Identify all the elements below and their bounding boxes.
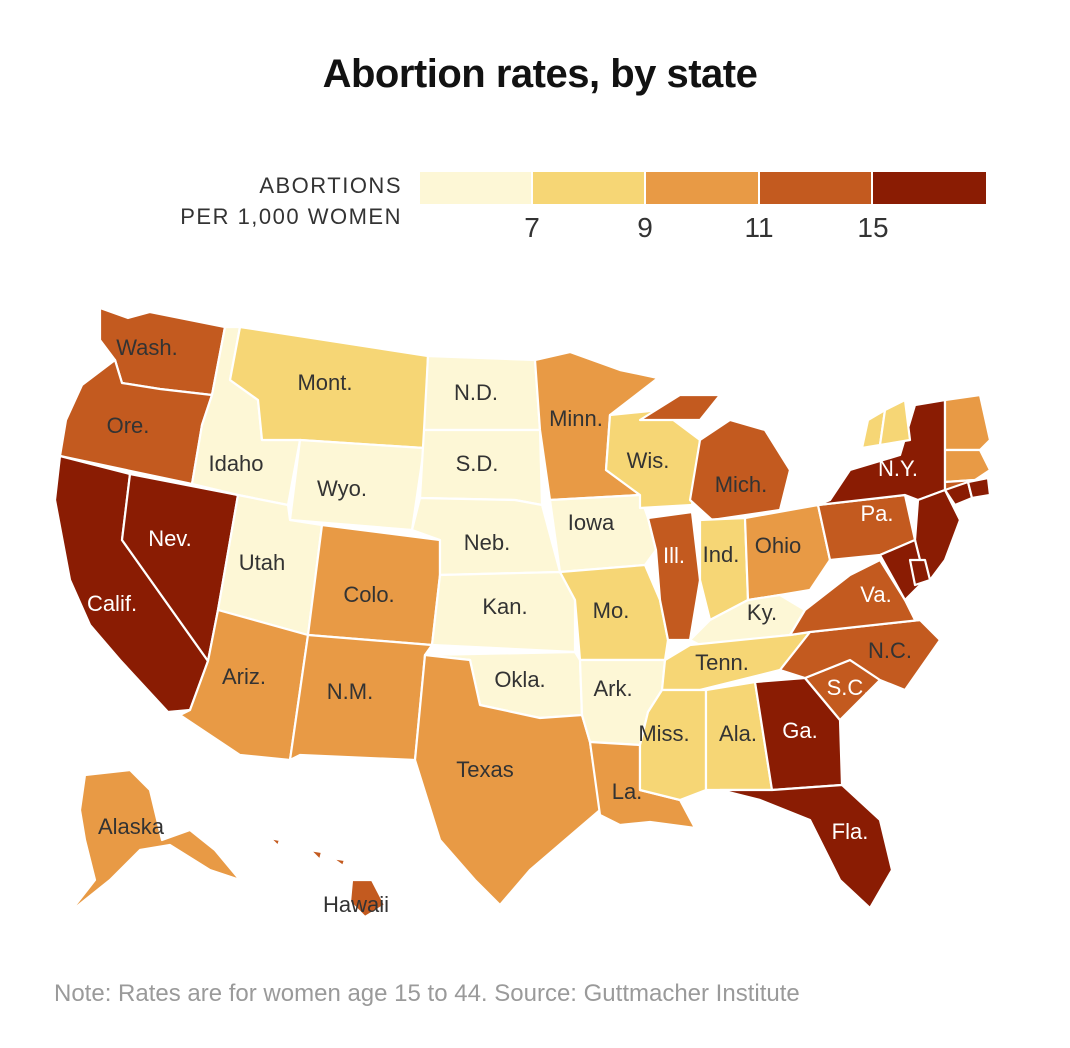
state-label-wis: Wis. bbox=[627, 448, 670, 473]
state-label-nev: Nev. bbox=[148, 526, 192, 551]
state-label-n-d: N.D. bbox=[454, 380, 498, 405]
state-label-utah: Utah bbox=[239, 550, 285, 575]
state-va bbox=[788, 558, 922, 637]
state-label-pa: Pa. bbox=[860, 501, 893, 526]
state-label-va: Va. bbox=[860, 582, 891, 607]
state-label-tenn: Tenn. bbox=[695, 650, 749, 675]
state-label-n-y: N.Y. bbox=[878, 456, 918, 481]
us-choropleth-map: Wash. Ore. Calif. Nev. Idaho Mont. Wyo. Utah Col… bbox=[53, 306, 992, 919]
state-label-neb: Neb. bbox=[464, 530, 510, 555]
state-small-state-42 bbox=[943, 393, 992, 452]
state-alaska bbox=[68, 768, 242, 914]
state-label-ore: Ore. bbox=[107, 413, 150, 438]
source-note: Note: Rates are for women age 15 to 44. … bbox=[54, 980, 800, 1007]
state-label-kan: Kan. bbox=[482, 594, 527, 619]
state-label-n-m: N.M. bbox=[327, 679, 373, 704]
state-small-state-47 bbox=[908, 558, 932, 587]
map-title: Abortion rates, by state bbox=[322, 52, 758, 96]
state-label-mo: Mo. bbox=[593, 598, 630, 623]
legend-tick-15: 15 bbox=[857, 212, 889, 243]
legend-swatch-4 bbox=[873, 172, 986, 204]
state-label-miss: Miss. bbox=[638, 721, 689, 746]
legend-tick-11: 11 bbox=[744, 212, 774, 243]
state-small-state-41 bbox=[878, 398, 912, 447]
state-label-iowa: Iowa bbox=[568, 510, 615, 535]
state-kan bbox=[430, 570, 577, 654]
state-ga bbox=[753, 676, 844, 792]
state-label-colo: Colo. bbox=[343, 582, 394, 607]
state-hawaii bbox=[268, 836, 387, 919]
state-label-ill: Ill. bbox=[663, 543, 685, 568]
state-label-ariz: Ariz. bbox=[222, 664, 266, 689]
legend-tick-9: 9 bbox=[637, 212, 653, 243]
state-label-wyo: Wyo. bbox=[317, 476, 367, 501]
state-label-wash: Wash. bbox=[116, 335, 178, 360]
state-label-calif: Calif. bbox=[87, 591, 137, 616]
state-mich bbox=[638, 393, 792, 522]
state-label-n-c: N.C. bbox=[868, 638, 912, 663]
state-label-ky: Ky. bbox=[747, 600, 777, 625]
legend-label-line1: ABORTIONS bbox=[259, 173, 402, 198]
state-label-fla: Fla. bbox=[832, 819, 869, 844]
state-label-hawaii: Hawaii bbox=[323, 892, 389, 917]
state-small-state-43 bbox=[943, 448, 992, 484]
legend-tick-7: 7 bbox=[524, 212, 540, 243]
state-label-mich: Mich. bbox=[715, 472, 768, 497]
state-label-ark: Ark. bbox=[593, 676, 632, 701]
state-label-idaho: Idaho bbox=[208, 451, 263, 476]
state-label-okla: Okla. bbox=[494, 667, 545, 692]
state-label-ind: Ind. bbox=[703, 542, 740, 567]
state-small-state-49 bbox=[966, 476, 992, 500]
state-label-la: La. bbox=[612, 779, 643, 804]
legend-swatch-3 bbox=[760, 172, 871, 204]
legend-swatch-1 bbox=[533, 172, 644, 204]
state-texas bbox=[413, 653, 602, 907]
legend-swatch-2 bbox=[646, 172, 758, 204]
state-label-minn: Minn. bbox=[549, 406, 603, 431]
state-label-ga: Ga. bbox=[782, 718, 817, 743]
state-label-alaska: Alaska bbox=[98, 814, 165, 839]
state-label-texas: Texas bbox=[456, 757, 513, 782]
state-label-ohio: Ohio bbox=[755, 533, 801, 558]
legend-swatch-0 bbox=[420, 172, 531, 204]
legend-label-line2: PER 1,000 WOMEN bbox=[180, 204, 402, 229]
state-label-s-c: S.C. bbox=[827, 675, 870, 700]
state-ill bbox=[646, 510, 702, 642]
state-label-ala: Ala. bbox=[719, 721, 757, 746]
state-label-mont: Mont. bbox=[297, 370, 352, 395]
state-label-s-d: S.D. bbox=[456, 451, 499, 476]
state-fla bbox=[718, 783, 894, 910]
state-mo bbox=[558, 563, 670, 662]
